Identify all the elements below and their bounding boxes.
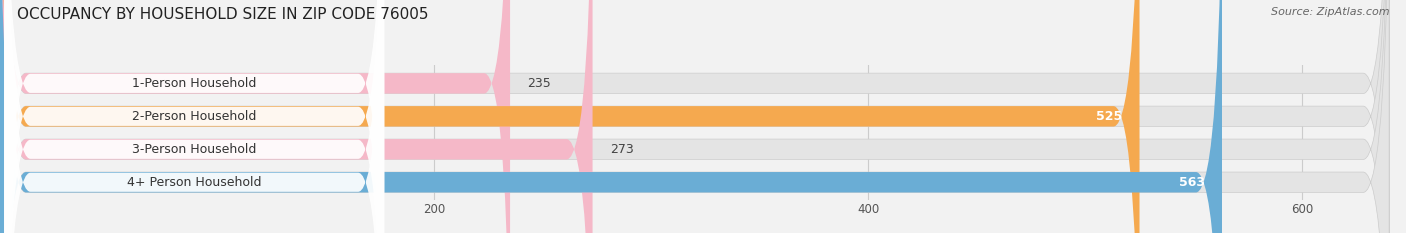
Text: 4+ Person Household: 4+ Person Household xyxy=(127,176,262,189)
Text: OCCUPANCY BY HOUSEHOLD SIZE IN ZIP CODE 76005: OCCUPANCY BY HOUSEHOLD SIZE IN ZIP CODE … xyxy=(17,7,429,22)
Text: 273: 273 xyxy=(610,143,634,156)
Text: Source: ZipAtlas.com: Source: ZipAtlas.com xyxy=(1271,7,1389,17)
FancyBboxPatch shape xyxy=(0,0,592,233)
Text: 1-Person Household: 1-Person Household xyxy=(132,77,256,90)
Text: 2-Person Household: 2-Person Household xyxy=(132,110,256,123)
FancyBboxPatch shape xyxy=(4,0,384,233)
Text: 235: 235 xyxy=(527,77,551,90)
FancyBboxPatch shape xyxy=(0,0,1222,233)
FancyBboxPatch shape xyxy=(4,0,384,233)
Text: 3-Person Household: 3-Person Household xyxy=(132,143,256,156)
FancyBboxPatch shape xyxy=(0,0,1139,233)
FancyBboxPatch shape xyxy=(4,0,384,233)
Text: 525: 525 xyxy=(1095,110,1122,123)
FancyBboxPatch shape xyxy=(4,0,384,233)
FancyBboxPatch shape xyxy=(0,0,510,233)
Text: 563: 563 xyxy=(1178,176,1205,189)
